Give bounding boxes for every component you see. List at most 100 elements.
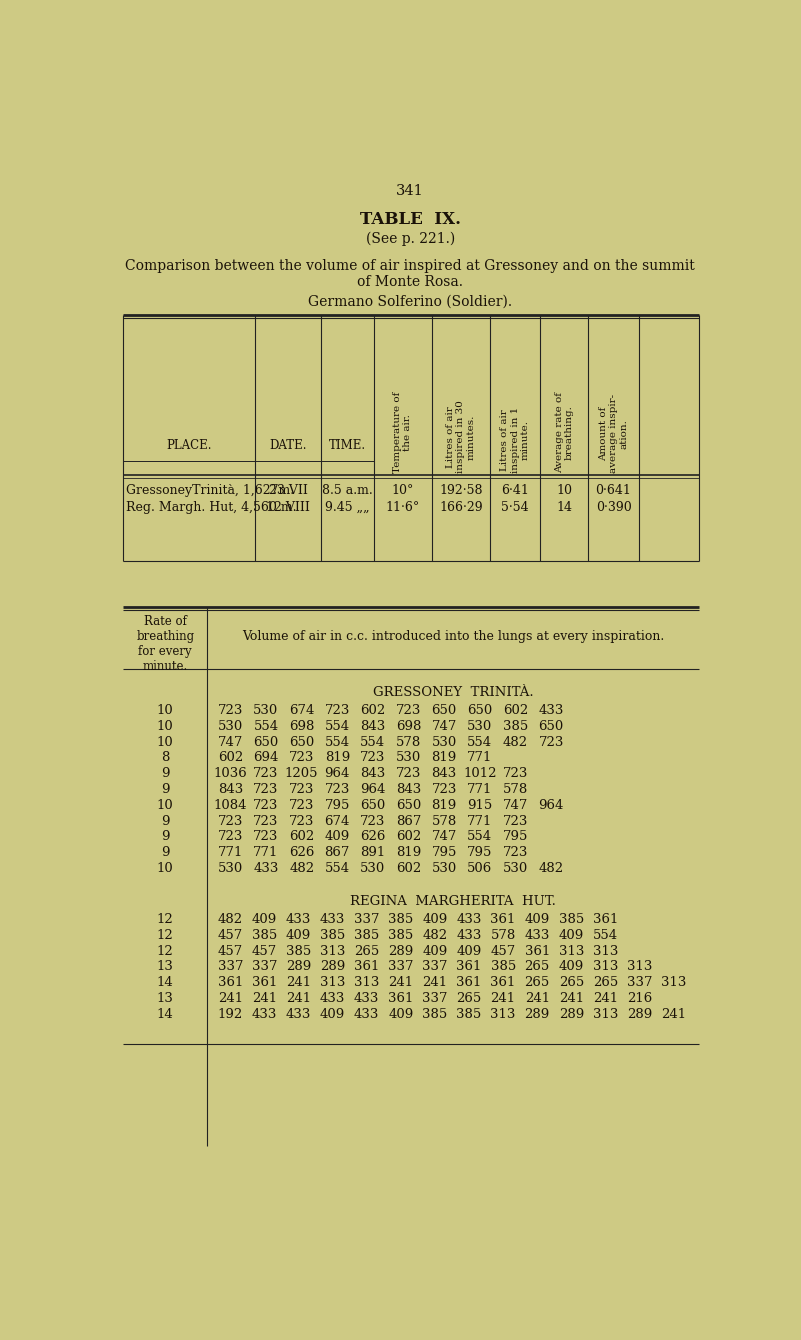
Text: 650: 650 bbox=[467, 704, 493, 717]
Text: 964: 964 bbox=[360, 783, 385, 796]
Text: 361: 361 bbox=[388, 992, 413, 1005]
Text: 0·390: 0·390 bbox=[596, 501, 631, 513]
Text: 867: 867 bbox=[324, 846, 350, 859]
Text: 409: 409 bbox=[422, 945, 448, 958]
Text: 10: 10 bbox=[157, 720, 174, 733]
Text: 14: 14 bbox=[557, 501, 573, 513]
Text: 819: 819 bbox=[396, 846, 421, 859]
Text: 192·58: 192·58 bbox=[439, 484, 483, 497]
Text: 674: 674 bbox=[324, 815, 350, 828]
Text: 10: 10 bbox=[557, 484, 573, 497]
Text: 457: 457 bbox=[218, 945, 243, 958]
Text: 723: 723 bbox=[289, 799, 314, 812]
Text: 506: 506 bbox=[467, 862, 493, 875]
Text: PLACE.: PLACE. bbox=[167, 440, 212, 452]
Text: 554: 554 bbox=[324, 862, 350, 875]
Text: 409: 409 bbox=[252, 913, 277, 926]
Text: of Monte Rosa.: of Monte Rosa. bbox=[357, 275, 463, 288]
Text: 409: 409 bbox=[324, 831, 350, 843]
Text: 14: 14 bbox=[157, 977, 174, 989]
Text: Temperature of
the air.: Temperature of the air. bbox=[393, 393, 413, 473]
Text: 530: 530 bbox=[432, 862, 457, 875]
Text: 1036: 1036 bbox=[213, 768, 248, 780]
Text: 433: 433 bbox=[457, 929, 481, 942]
Text: 482: 482 bbox=[503, 736, 528, 749]
Text: 530: 530 bbox=[467, 720, 493, 733]
Text: 530: 530 bbox=[253, 704, 279, 717]
Text: 433: 433 bbox=[320, 992, 345, 1005]
Text: 457: 457 bbox=[218, 929, 243, 942]
Text: 361: 361 bbox=[218, 977, 243, 989]
Text: 241: 241 bbox=[593, 992, 618, 1005]
Text: 723: 723 bbox=[503, 815, 528, 828]
Text: 12: 12 bbox=[157, 929, 174, 942]
Text: 723: 723 bbox=[360, 815, 385, 828]
Text: 723: 723 bbox=[218, 831, 243, 843]
Text: 12 VIII: 12 VIII bbox=[266, 501, 310, 513]
Text: 650: 650 bbox=[253, 736, 279, 749]
Text: 10°: 10° bbox=[392, 484, 414, 497]
Text: 482: 482 bbox=[218, 913, 243, 926]
Text: 578: 578 bbox=[396, 736, 421, 749]
Text: 361: 361 bbox=[525, 945, 550, 958]
Text: 723: 723 bbox=[253, 783, 279, 796]
Text: 337: 337 bbox=[422, 961, 448, 973]
Text: 482: 482 bbox=[538, 862, 564, 875]
Text: 723: 723 bbox=[360, 752, 385, 764]
Text: 747: 747 bbox=[432, 720, 457, 733]
Text: 409: 409 bbox=[559, 961, 584, 973]
Text: 241: 241 bbox=[388, 977, 413, 989]
Text: 361: 361 bbox=[457, 977, 481, 989]
Text: 409: 409 bbox=[388, 1008, 413, 1021]
Text: 241: 241 bbox=[490, 992, 516, 1005]
Text: 554: 554 bbox=[593, 929, 618, 942]
Text: 819: 819 bbox=[432, 799, 457, 812]
Text: 694: 694 bbox=[253, 752, 279, 764]
Text: 795: 795 bbox=[467, 846, 493, 859]
Text: 433: 433 bbox=[354, 1008, 380, 1021]
Text: 602: 602 bbox=[218, 752, 243, 764]
Text: 9: 9 bbox=[161, 783, 170, 796]
Text: 313: 313 bbox=[593, 1008, 618, 1021]
Text: 578: 578 bbox=[432, 815, 457, 828]
Text: 819: 819 bbox=[324, 752, 350, 764]
Text: 433: 433 bbox=[525, 929, 550, 942]
Text: 578: 578 bbox=[490, 929, 516, 942]
Text: 313: 313 bbox=[661, 977, 686, 989]
Text: 8.5 a.m.: 8.5 a.m. bbox=[322, 484, 372, 497]
Text: 698: 698 bbox=[396, 720, 421, 733]
Text: 409: 409 bbox=[457, 945, 481, 958]
Text: 241: 241 bbox=[286, 992, 311, 1005]
Text: 9.45 „„: 9.45 „„ bbox=[325, 501, 370, 513]
Text: 554: 554 bbox=[467, 831, 493, 843]
Text: 192: 192 bbox=[218, 1008, 243, 1021]
Text: 843: 843 bbox=[218, 783, 243, 796]
Text: 9: 9 bbox=[161, 831, 170, 843]
Text: 843: 843 bbox=[360, 720, 385, 733]
Text: 554: 554 bbox=[324, 736, 350, 749]
Text: 289: 289 bbox=[627, 1008, 652, 1021]
Text: 433: 433 bbox=[252, 1008, 277, 1021]
Text: 313: 313 bbox=[354, 977, 380, 989]
Text: 843: 843 bbox=[396, 783, 421, 796]
Text: 14: 14 bbox=[157, 1008, 174, 1021]
Text: 723: 723 bbox=[253, 799, 279, 812]
Text: 554: 554 bbox=[467, 736, 493, 749]
Text: Reg. Margh. Hut, 4,560 m.: Reg. Margh. Hut, 4,560 m. bbox=[127, 501, 297, 513]
Text: 530: 530 bbox=[396, 752, 421, 764]
Text: 385: 385 bbox=[457, 1008, 481, 1021]
Text: 166·29: 166·29 bbox=[439, 501, 483, 513]
Text: 626: 626 bbox=[360, 831, 385, 843]
Text: 650: 650 bbox=[538, 720, 564, 733]
Text: 9: 9 bbox=[161, 846, 170, 859]
Text: 433: 433 bbox=[320, 913, 345, 926]
Text: 337: 337 bbox=[252, 961, 277, 973]
Text: 482: 482 bbox=[422, 929, 448, 942]
Text: 674: 674 bbox=[289, 704, 314, 717]
Text: 10: 10 bbox=[157, 799, 174, 812]
Text: 723: 723 bbox=[253, 831, 279, 843]
Text: 723: 723 bbox=[396, 704, 421, 717]
Text: 698: 698 bbox=[289, 720, 314, 733]
Text: DATE.: DATE. bbox=[269, 440, 307, 452]
Text: 409: 409 bbox=[559, 929, 584, 942]
